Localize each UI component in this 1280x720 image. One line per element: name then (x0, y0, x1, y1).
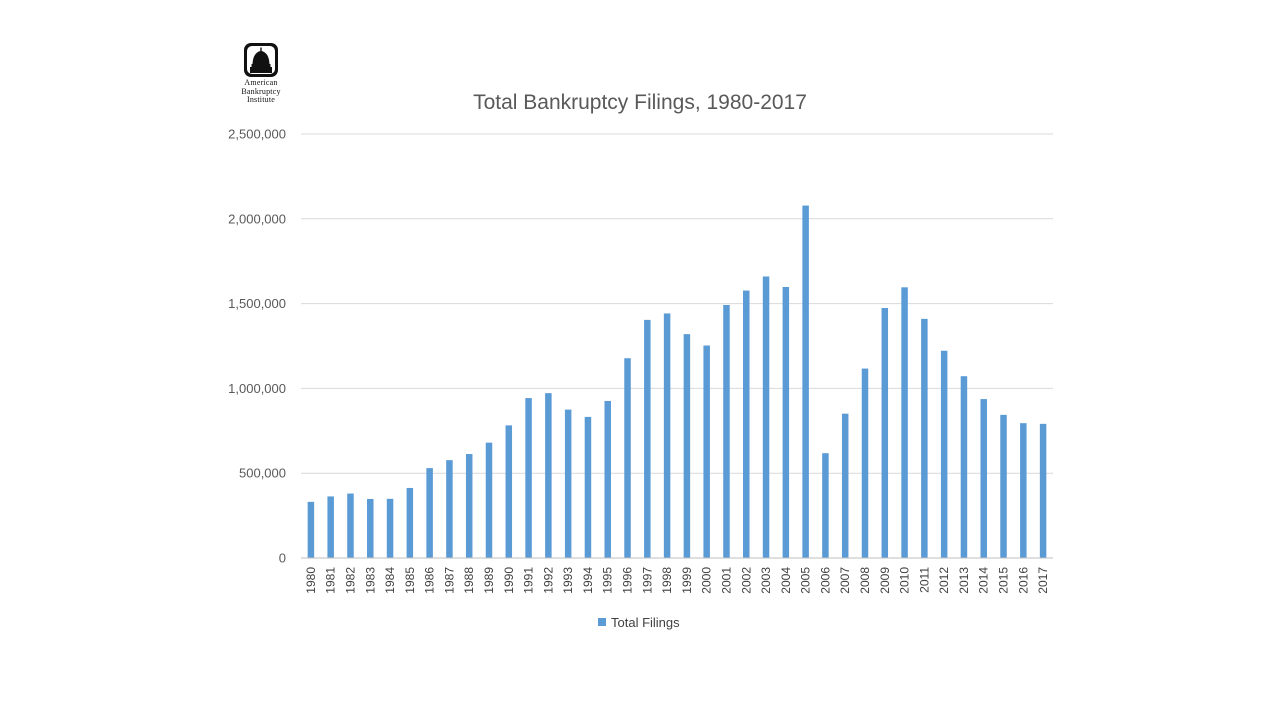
bar-1990 (505, 425, 513, 558)
x-tick-label: 1980 (304, 567, 318, 594)
x-tick-label: 1988 (462, 567, 476, 594)
bar-2014 (980, 399, 987, 558)
x-tick-label: 1981 (324, 567, 338, 594)
x-tick-label: 2004 (779, 567, 793, 594)
bar-1985 (406, 487, 414, 558)
x-tick-label: 2015 (997, 567, 1011, 594)
x-tick-label: 2011 (917, 567, 931, 593)
x-tick-label: 2001 (719, 567, 733, 594)
bar-1991 (525, 398, 532, 558)
x-tick-label: 1993 (561, 567, 575, 594)
bar-1987 (446, 460, 453, 558)
bar-2001 (723, 304, 730, 558)
x-tick-label: 2012 (937, 567, 951, 594)
x-tick-label: 1995 (601, 567, 615, 594)
x-tick-label: 1996 (621, 567, 635, 594)
abi-logo: American Bankruptcy Institute (228, 42, 294, 105)
bar-1984 (386, 498, 394, 558)
logo-line-3: Institute (246, 95, 276, 104)
bar-1997 (644, 319, 651, 558)
bar-2017 (1039, 423, 1047, 558)
x-tick-label: 1990 (502, 567, 516, 594)
bar-1988 (465, 454, 473, 558)
bar-1982 (347, 493, 354, 558)
x-tick-label: 1992 (541, 567, 555, 594)
bar-2006 (822, 453, 829, 558)
x-tick-label: 2003 (759, 567, 773, 594)
bar-2015 (1000, 414, 1007, 558)
bar-2011 (921, 318, 928, 558)
x-tick-label: 2007 (838, 567, 852, 594)
capitol-dome-icon (244, 43, 278, 77)
y-axis-ticks: 0 500,000 1,000,000 1,500,000 2,000,000 2,500… (228, 127, 286, 566)
logo-line-2: Bankruptcy (241, 86, 281, 96)
bar-1998 (663, 313, 671, 558)
bars (307, 205, 1047, 558)
bar-1983 (367, 498, 374, 558)
y-tick-label: 2,000,000 (228, 211, 286, 226)
x-tick-label: 2005 (799, 567, 813, 594)
x-tick-label: 2008 (858, 567, 872, 594)
chart-title: Total Bankruptcy Filings, 1980-2017 (473, 91, 807, 114)
x-tick-label: 2009 (878, 567, 892, 594)
x-tick-label: 2016 (1016, 567, 1030, 594)
y-tick-label: 1,500,000 (228, 296, 286, 311)
bar-2012 (940, 350, 948, 558)
x-tick-label: 2013 (957, 567, 971, 594)
x-tick-label: 1999 (680, 567, 694, 594)
bar-1993 (564, 409, 572, 558)
x-tick-label: 1991 (522, 567, 536, 594)
bar-2002 (743, 290, 750, 558)
bar-1986 (426, 468, 433, 558)
x-tick-label: 2014 (977, 567, 991, 594)
bar-1992 (545, 393, 552, 558)
bar-1989 (485, 442, 493, 558)
bar-2016 (1020, 423, 1027, 558)
bar-1994 (584, 416, 592, 558)
legend-swatch (598, 618, 606, 626)
x-tick-label: 2002 (739, 567, 753, 594)
x-tick-label: 1985 (403, 567, 417, 594)
bar-1980 (307, 501, 315, 558)
bar-2008 (861, 368, 869, 558)
y-tick-label: 1,000,000 (228, 381, 286, 396)
x-tick-label: 1997 (640, 567, 654, 594)
bar-1981 (327, 496, 334, 558)
bar-2007 (841, 413, 849, 558)
bar-1999 (683, 334, 691, 558)
x-tick-label: 1989 (482, 567, 496, 594)
bar-2000 (703, 345, 710, 558)
bar-2003 (762, 276, 770, 558)
legend: Total Filings (598, 615, 680, 630)
y-tick-label: 0 (279, 551, 286, 566)
x-tick-label: 1983 (363, 567, 377, 594)
logo-text: American Bankruptcy Institute (228, 78, 294, 105)
x-tick-label: 1987 (442, 567, 456, 594)
x-axis-ticks: 1980 1981 1982 1983 1984 1985 1986 1987 1988 1989… (304, 567, 1050, 594)
bar-2004 (782, 286, 790, 558)
bar-1996 (624, 358, 631, 558)
bar-2005 (802, 205, 809, 558)
y-tick-label: 500,000 (239, 466, 286, 481)
x-tick-label: 2006 (818, 567, 832, 594)
bar-2009 (881, 308, 889, 558)
x-tick-label: 1986 (423, 567, 437, 594)
bar-2010 (901, 287, 908, 558)
x-tick-label: 1984 (383, 567, 397, 594)
gridlines (301, 133, 1053, 474)
bar-1995 (604, 400, 611, 558)
x-tick-label: 1994 (581, 567, 595, 594)
x-tick-label: 2010 (898, 567, 912, 594)
x-tick-label: 2000 (700, 567, 714, 594)
x-tick-label: 1982 (343, 567, 357, 594)
bar-2013 (960, 376, 968, 558)
legend-label: Total Filings (611, 615, 680, 630)
y-tick-label: 2,500,000 (228, 127, 286, 142)
x-tick-label: 2017 (1036, 567, 1050, 594)
logo-line-1: American (244, 78, 278, 87)
x-tick-label: 1998 (660, 567, 674, 594)
